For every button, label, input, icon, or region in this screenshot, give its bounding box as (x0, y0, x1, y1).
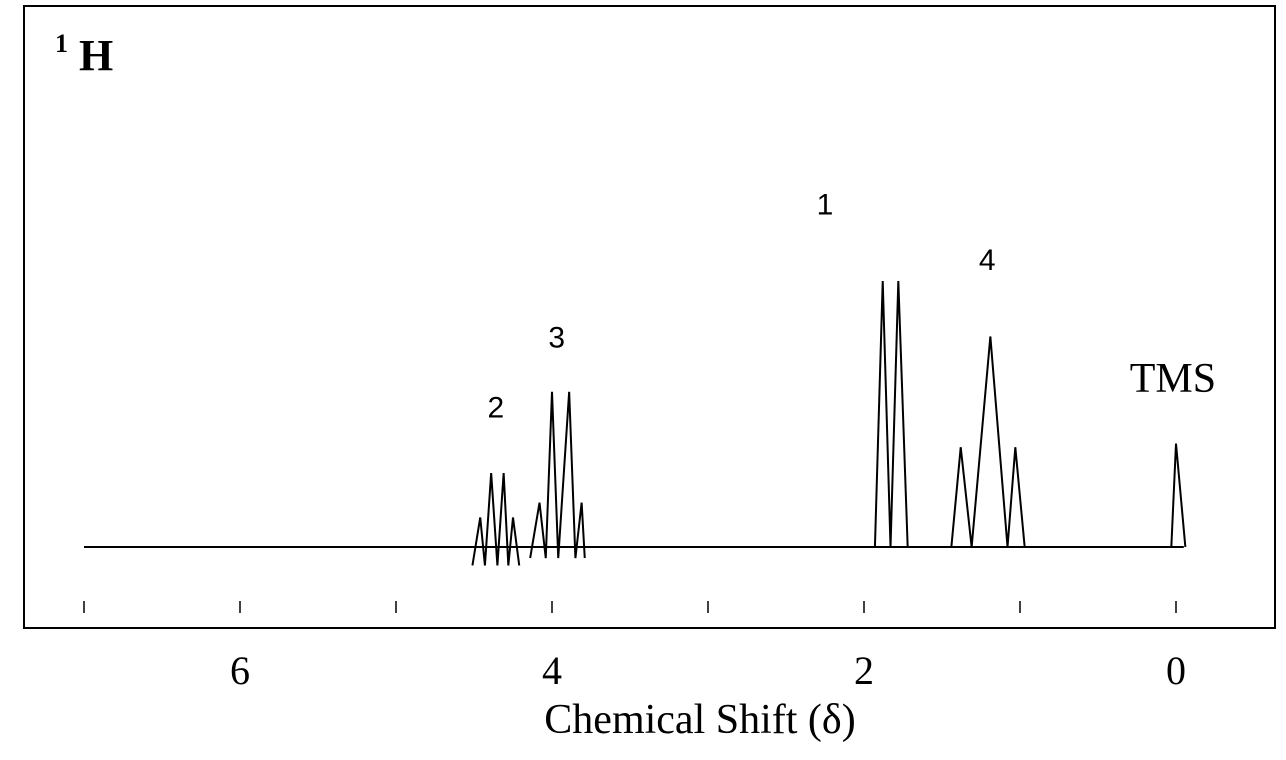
tick-label: 0 (1166, 648, 1186, 693)
plot-frame (23, 5, 1276, 629)
peak-multiplet-2 (529, 391, 586, 559)
tick-label: 2 (854, 648, 874, 693)
x-axis-label: Chemical Shift (δ) (544, 697, 855, 743)
tick-label: 6 (230, 648, 250, 693)
peak-label: 2 (487, 392, 504, 425)
peak-label: 4 (979, 244, 996, 277)
x-axis-ticks (83, 601, 1177, 613)
x-axis-tick-labels: 6 4 2 0 (230, 648, 1186, 693)
peak-multiplet-3 (873, 280, 909, 548)
peak-multiplet-5 (1170, 443, 1187, 548)
spectrum-peaks (471, 280, 1187, 566)
nucleus-label: 1 H (55, 13, 113, 80)
tms-label: TMS (1130, 356, 1216, 402)
tick-label: 4 (542, 648, 562, 693)
peak-label: 3 (548, 322, 565, 355)
nucleus-symbol: H (79, 31, 113, 80)
nucleus-superscript: 1 (55, 29, 68, 58)
peak-label: 1 (817, 189, 834, 222)
peak-multiplet-1 (471, 473, 521, 566)
peak-annotations: 2 3 1 4 TMS (487, 189, 1216, 425)
peak-multiplet-4 (950, 336, 1026, 548)
